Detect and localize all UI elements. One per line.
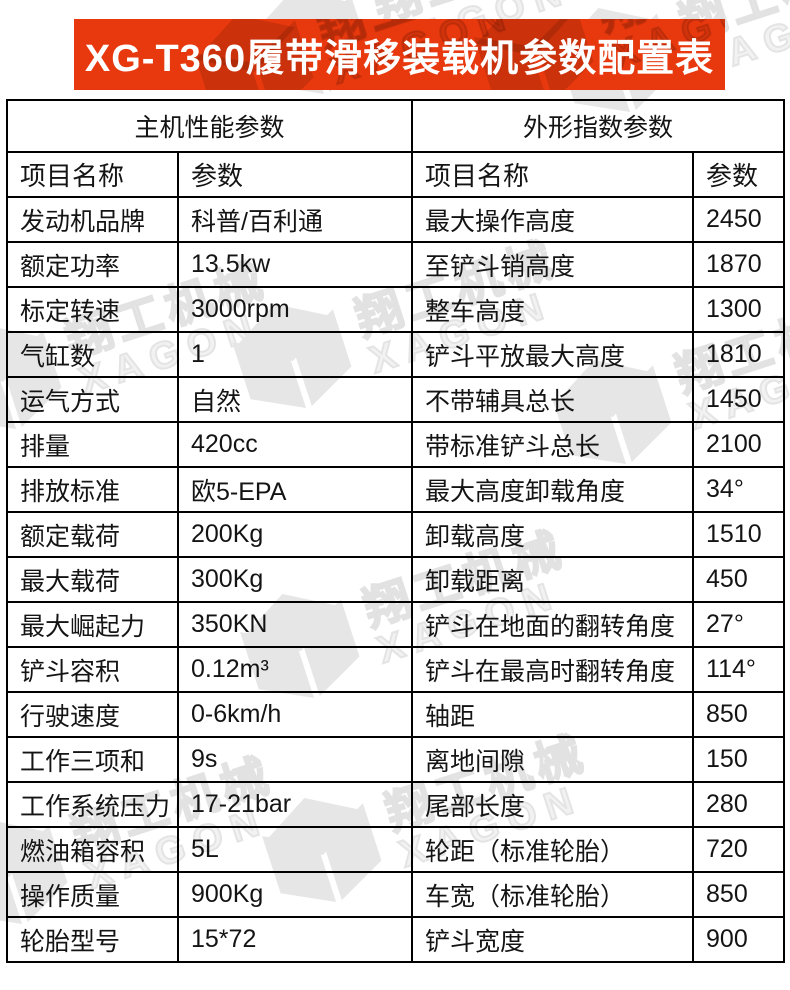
param-name: 铲斗容积 xyxy=(6,646,179,693)
param-name: 工作系统压力 xyxy=(6,781,179,828)
table-row: 排量 420cc 带标准铲斗总长 2100 xyxy=(6,421,786,468)
param-value: 17-21bar xyxy=(176,781,414,828)
param-name: 标定转速 xyxy=(6,286,179,333)
param-value: 1870 xyxy=(692,241,786,288)
param-name: 卸载距离 xyxy=(411,556,695,603)
param-name: 发动机品牌 xyxy=(6,196,179,243)
param-name: 带标准铲斗总长 xyxy=(411,421,695,468)
table-row: 排放标准 欧5-EPA 最大高度卸载角度 34° xyxy=(6,466,786,513)
param-name: 不带辅具总长 xyxy=(411,376,695,423)
table-row: 最大载荷 300Kg 卸载距离 450 xyxy=(6,556,786,603)
table-row: 气缸数 1 铲斗平放最大高度 1810 xyxy=(6,331,786,378)
param-name: 排放标准 xyxy=(6,466,179,513)
param-value: 自然 xyxy=(176,376,414,423)
table-row: 工作系统压力 17-21bar 尾部长度 280 xyxy=(6,781,786,828)
param-value: 27° xyxy=(692,601,786,648)
param-value: 450 xyxy=(692,556,786,603)
spec-table-body: 主机性能参数 外形指数参数 项目名称 参数 项目名称 参数 发动机品牌 科普/百利… xyxy=(5,99,786,963)
param-name: 尾部长度 xyxy=(411,781,695,828)
param-name: 额定功率 xyxy=(6,241,179,288)
param-value: 300Kg xyxy=(176,556,414,603)
group-header-left: 主机性能参数 xyxy=(5,99,414,153)
column-header: 项目名称 xyxy=(6,151,179,198)
param-value: 850 xyxy=(692,871,786,918)
param-value: 114° xyxy=(692,646,786,693)
table-row: 行驶速度 0-6km/h 轴距 850 xyxy=(6,691,786,738)
param-name: 轮胎型号 xyxy=(6,916,179,963)
param-value: 15*72 xyxy=(176,916,414,963)
param-value: 13.5kw xyxy=(176,241,414,288)
param-name: 卸载高度 xyxy=(411,511,695,558)
column-header: 参数 xyxy=(176,151,414,198)
param-value: 2100 xyxy=(692,421,786,468)
table-row: 轮胎型号 15*72 铲斗宽度 900 xyxy=(6,916,786,963)
param-value: 1300 xyxy=(692,286,786,333)
param-name: 铲斗在最高时翻转角度 xyxy=(411,646,695,693)
param-name: 排量 xyxy=(6,421,179,468)
param-value: 3000rpm xyxy=(176,286,414,333)
param-value: 720 xyxy=(692,826,786,873)
column-header-row: 项目名称 参数 项目名称 参数 xyxy=(6,151,786,198)
param-value: 科普/百利通 xyxy=(176,196,414,243)
param-name: 整车高度 xyxy=(411,286,695,333)
param-name: 额定载荷 xyxy=(6,511,179,558)
table-row: 额定功率 13.5kw 至铲斗销高度 1870 xyxy=(6,241,786,288)
param-value: 1450 xyxy=(692,376,786,423)
param-name: 离地间隙 xyxy=(411,736,695,783)
param-value: 420cc xyxy=(176,421,414,468)
param-name: 操作质量 xyxy=(6,871,179,918)
param-name: 燃油箱容积 xyxy=(6,826,179,873)
param-value: 9s xyxy=(176,736,414,783)
param-value: 900 xyxy=(692,916,786,963)
param-value: 2450 xyxy=(692,196,786,243)
param-value: 150 xyxy=(692,736,786,783)
table-row: 工作三项和 9s 离地间隙 150 xyxy=(6,736,786,783)
param-value: 34° xyxy=(692,466,786,513)
param-value: 1 xyxy=(176,331,414,378)
param-name: 最大操作高度 xyxy=(411,196,695,243)
param-name: 气缸数 xyxy=(6,331,179,378)
param-value: 280 xyxy=(692,781,786,828)
group-header-row: 主机性能参数 外形指数参数 xyxy=(5,99,786,153)
table-row: 燃油箱容积 5L 轮距（标准轮胎） 720 xyxy=(6,826,786,873)
param-name: 最大高度卸载角度 xyxy=(411,466,695,513)
table-row: 发动机品牌 科普/百利通 最大操作高度 2450 xyxy=(6,196,786,243)
param-value: 900Kg xyxy=(176,871,414,918)
param-name: 最大崛起力 xyxy=(6,601,179,648)
table-row: 运气方式 自然 不带辅具总长 1450 xyxy=(6,376,786,423)
param-name: 工作三项和 xyxy=(6,736,179,783)
param-name: 轮距（标准轮胎） xyxy=(411,826,695,873)
param-name: 车宽（标准轮胎） xyxy=(411,871,695,918)
param-name: 最大载荷 xyxy=(6,556,179,603)
spec-table: 主机性能参数 外形指数参数 项目名称 参数 项目名称 参数 发动机品牌 科普/百利… xyxy=(5,99,786,963)
table-row: 最大崛起力 350KN 铲斗在地面的翻转角度 27° xyxy=(6,601,786,648)
param-name: 铲斗宽度 xyxy=(411,916,695,963)
param-value: 0.12m³ xyxy=(176,646,414,693)
param-value: 5L xyxy=(176,826,414,873)
table-row: 标定转速 3000rpm 整车高度 1300 xyxy=(6,286,786,333)
table-row: 铲斗容积 0.12m³ 铲斗在最高时翻转角度 114° xyxy=(6,646,786,693)
param-name: 行驶速度 xyxy=(6,691,179,738)
param-name: 轴距 xyxy=(411,691,695,738)
param-name: 铲斗在地面的翻转角度 xyxy=(411,601,695,648)
param-value: 850 xyxy=(692,691,786,738)
table-row: 额定载荷 200Kg 卸载高度 1510 xyxy=(6,511,786,558)
param-value: 0-6km/h xyxy=(176,691,414,738)
column-header: 参数 xyxy=(692,151,786,198)
param-value: 1810 xyxy=(692,331,786,378)
param-value: 欧5-EPA xyxy=(176,466,414,513)
param-name: 至铲斗销高度 xyxy=(411,241,695,288)
param-value: 200Kg xyxy=(176,511,414,558)
page-title: XG-T360履带滑移装载机参数配置表 xyxy=(84,38,715,80)
table-row: 操作质量 900Kg 车宽（标准轮胎） 850 xyxy=(6,871,786,918)
column-header: 项目名称 xyxy=(411,151,695,198)
group-header-right: 外形指数参数 xyxy=(411,99,786,153)
param-value: 350KN xyxy=(176,601,414,648)
param-name: 运气方式 xyxy=(6,376,179,423)
param-name: 铲斗平放最大高度 xyxy=(411,331,695,378)
param-value: 1510 xyxy=(692,511,786,558)
